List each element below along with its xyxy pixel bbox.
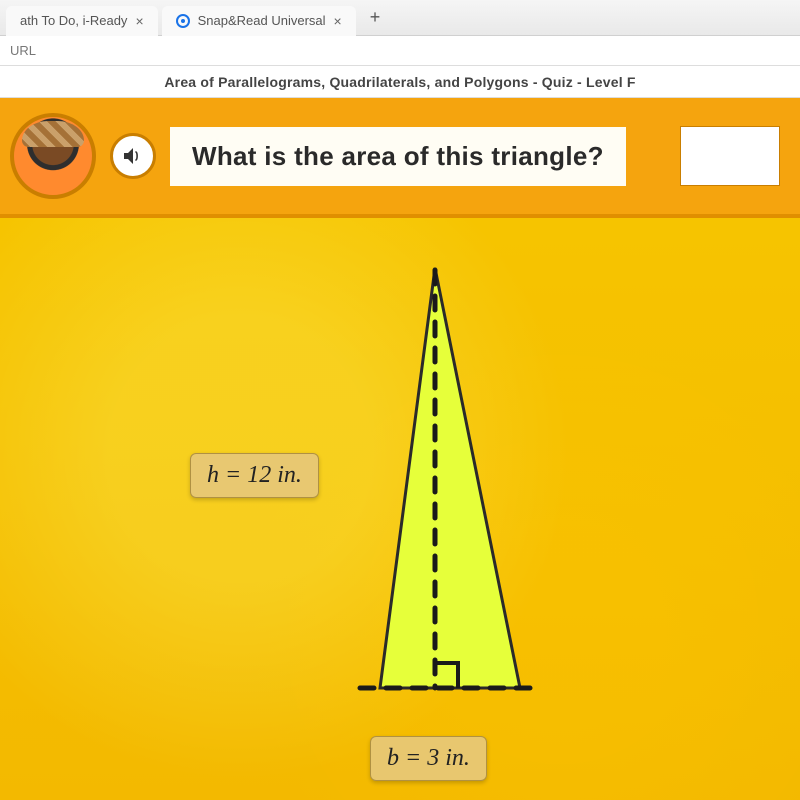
- url-placeholder: URL: [10, 43, 36, 58]
- answer-input[interactable]: [680, 126, 780, 186]
- triangle-figure: [340, 258, 560, 718]
- avatar: [10, 113, 96, 199]
- url-bar[interactable]: URL: [0, 36, 800, 66]
- triangle-shape: [380, 268, 520, 688]
- speaker-icon: [121, 144, 145, 168]
- tab-title: ath To Do, i-Ready: [20, 13, 127, 28]
- read-aloud-button[interactable]: [110, 133, 156, 179]
- close-icon[interactable]: ×: [135, 13, 143, 29]
- browser-tab-snapread[interactable]: Snap&Read Universal ×: [162, 6, 356, 36]
- target-favicon-icon: [176, 14, 190, 28]
- question-text: What is the area of this triangle?: [170, 127, 626, 186]
- tab-title: Snap&Read Universal: [198, 13, 326, 28]
- height-label: h = 12 in.: [190, 453, 319, 498]
- browser-tab-strip: ath To Do, i-Ready × Snap&Read Universal…: [0, 0, 800, 36]
- question-header: What is the area of this triangle?: [0, 98, 800, 218]
- problem-canvas: h = 12 in. b = 3 in.: [0, 218, 800, 800]
- close-icon[interactable]: ×: [334, 13, 342, 29]
- base-label: b = 3 in.: [370, 736, 487, 781]
- new-tab-button[interactable]: +: [360, 7, 391, 28]
- browser-tab-iready[interactable]: ath To Do, i-Ready ×: [6, 6, 158, 36]
- lesson-title: Area of Parallelograms, Quadrilaterals, …: [0, 66, 800, 98]
